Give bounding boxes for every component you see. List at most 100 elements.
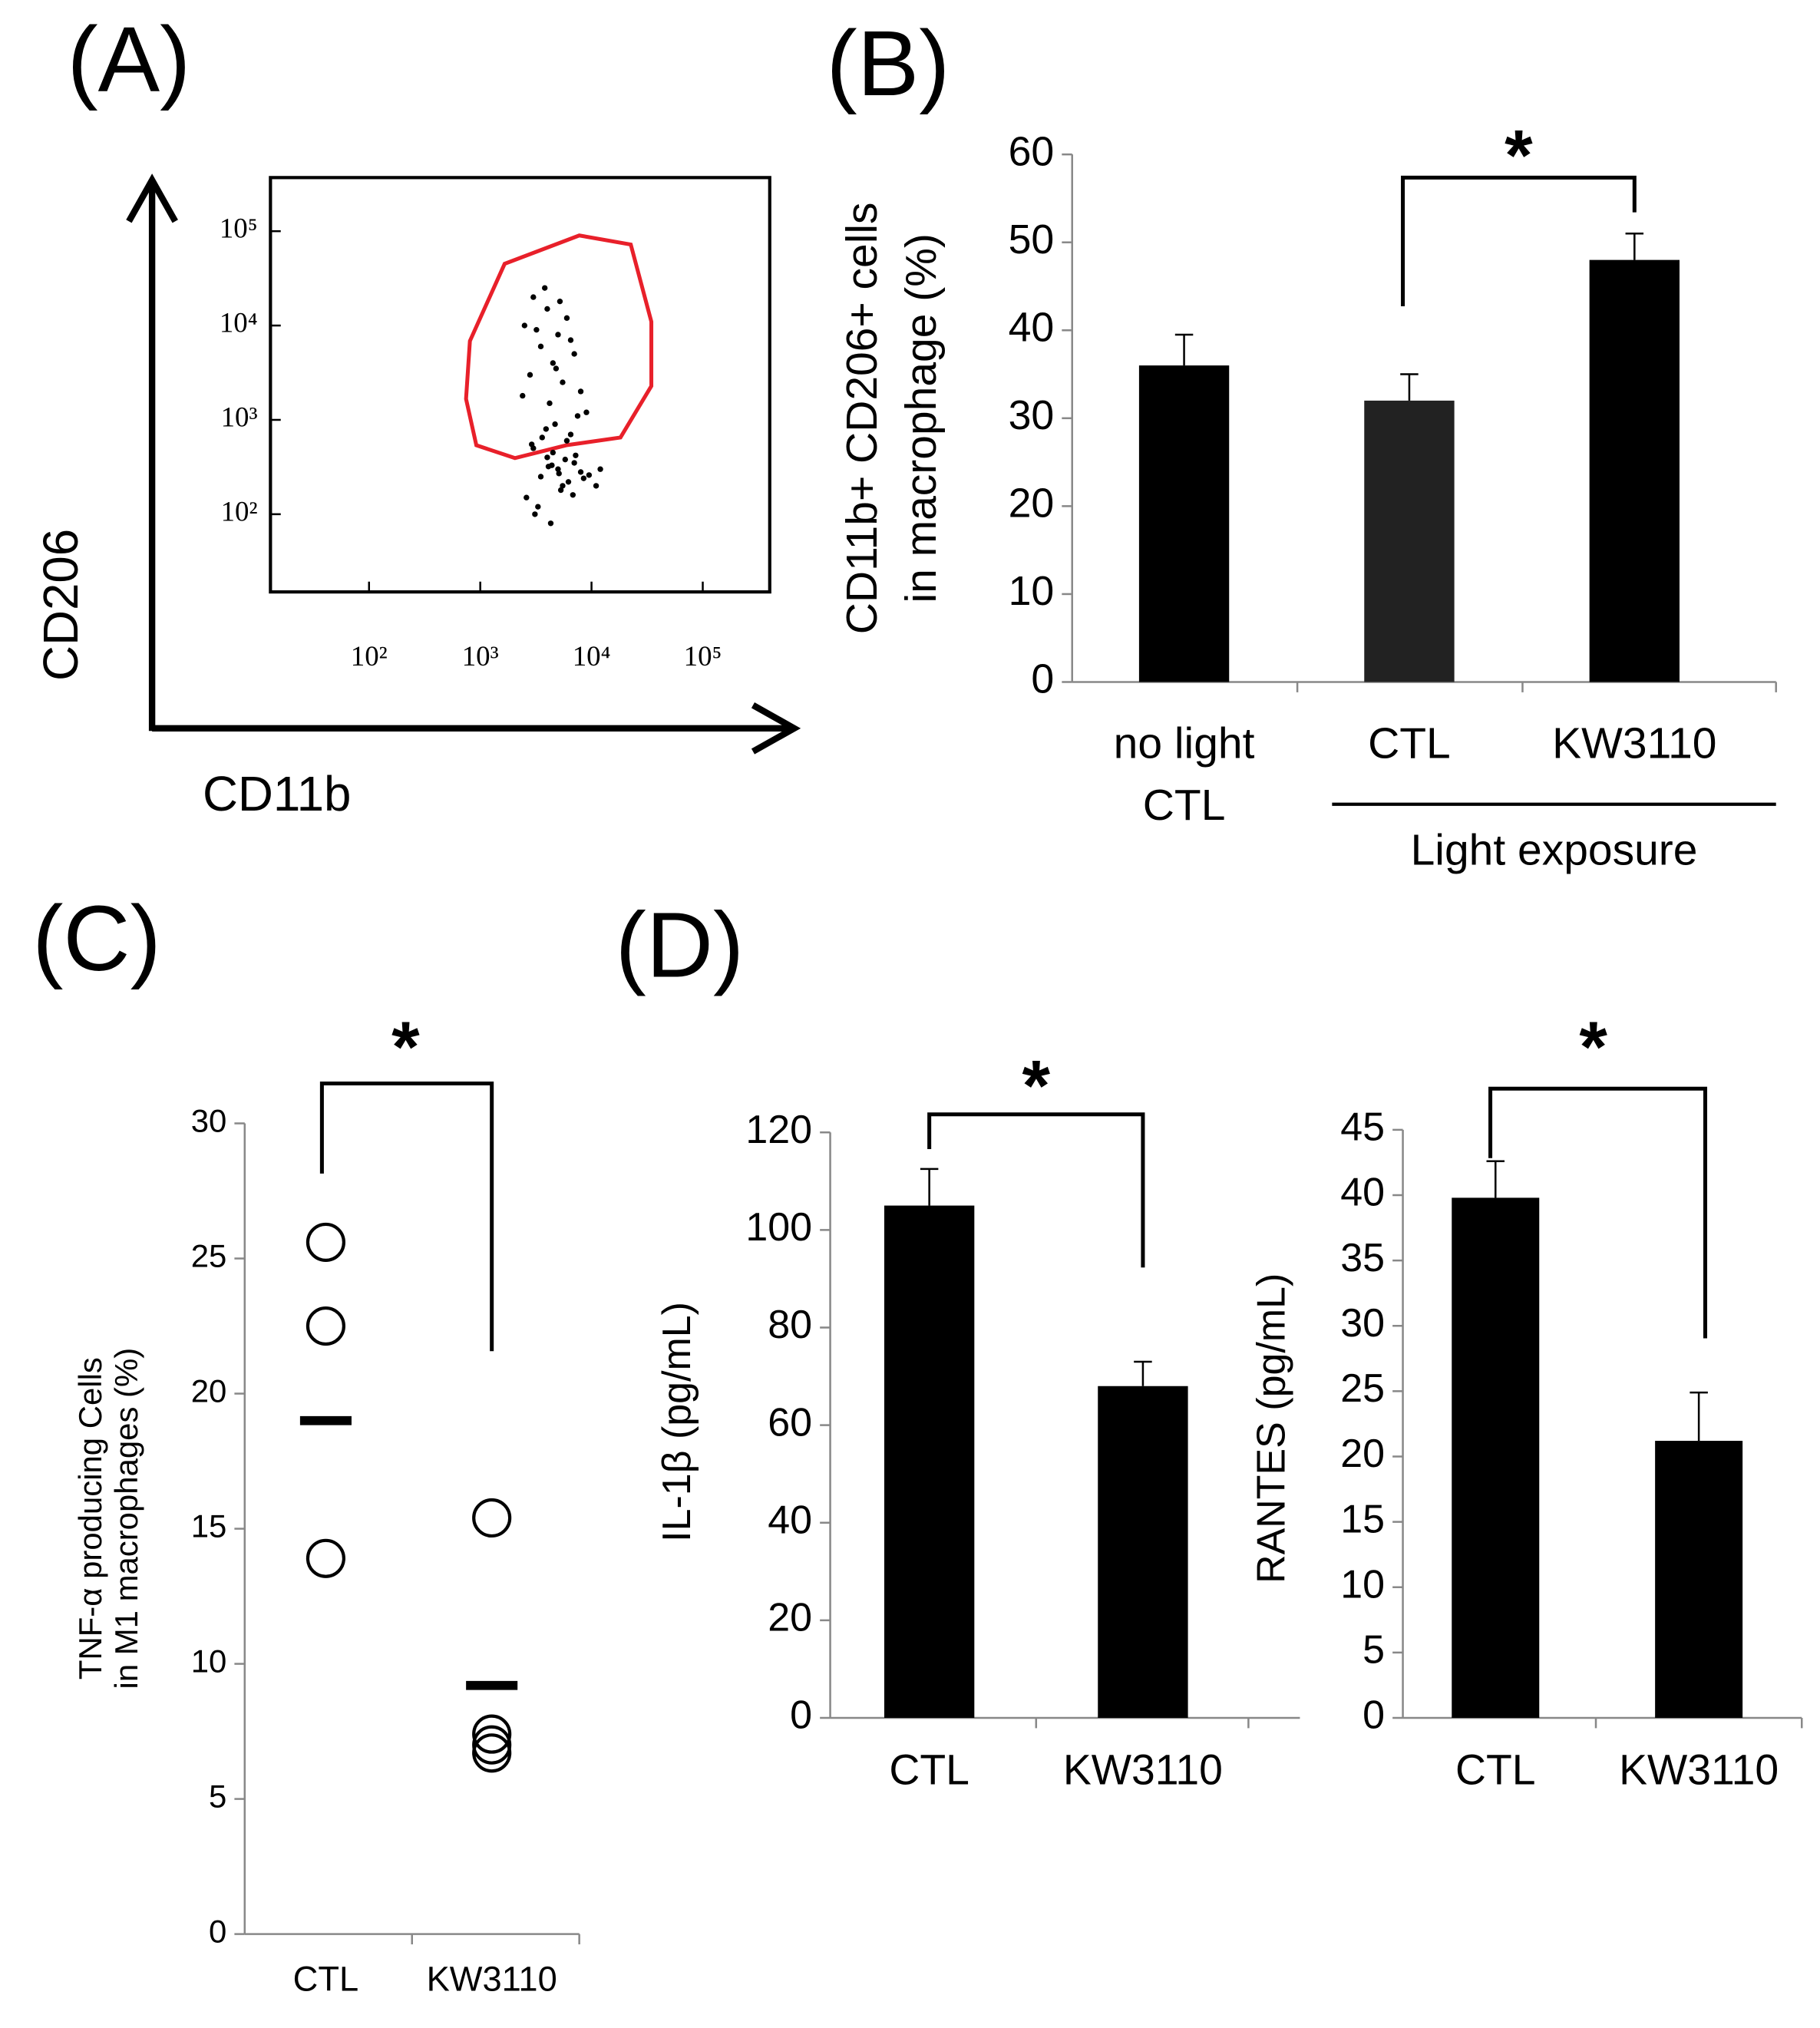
y-tick-label: 5 xyxy=(209,1779,226,1815)
event-dot xyxy=(556,471,562,477)
y-tick-label: 20 xyxy=(1009,481,1055,527)
x-tick-label: no light xyxy=(1114,718,1255,768)
y-tick-label: 80 xyxy=(768,1303,812,1347)
panel-label: (B) xyxy=(827,12,950,115)
bar xyxy=(1138,365,1230,682)
bar xyxy=(884,1205,975,1718)
x-tick-label: CTL xyxy=(1368,718,1451,768)
significance-bracket xyxy=(319,1082,494,1352)
event-dot xyxy=(549,462,555,468)
event-dot xyxy=(565,479,572,485)
y-axis-label: RANTES (pg/mL) xyxy=(1250,1273,1294,1584)
event-dot xyxy=(520,392,526,399)
y-tick-label: 40 xyxy=(768,1498,812,1542)
y-tick-label: 0 xyxy=(209,1914,226,1950)
bar xyxy=(1452,1197,1540,1718)
event-dot xyxy=(543,426,550,432)
y-tick-label: 0 xyxy=(1363,1693,1385,1738)
event-dot xyxy=(537,474,544,480)
event-dot xyxy=(535,504,541,510)
event-dot xyxy=(563,315,570,322)
event-dot xyxy=(555,332,561,338)
event-dot xyxy=(593,483,600,489)
y-tick-label: 25 xyxy=(191,1238,227,1274)
event-dot xyxy=(527,372,533,378)
y-tick-label: 10 xyxy=(1009,568,1055,614)
bar xyxy=(1364,400,1455,682)
event-dot xyxy=(524,494,530,500)
event-dot xyxy=(577,469,584,475)
significance-star: * xyxy=(391,1006,420,1087)
event-dot xyxy=(544,306,550,312)
y-tick-label: 30 xyxy=(191,1103,227,1139)
data-point xyxy=(472,1733,512,1773)
event-dot xyxy=(580,475,587,481)
significance-star: * xyxy=(1579,1006,1607,1087)
event-dot xyxy=(533,327,540,333)
event-dot xyxy=(550,449,557,456)
y-tick-label: 10⁴ xyxy=(220,307,258,339)
event-dot xyxy=(577,388,584,395)
event-dot xyxy=(573,452,579,458)
x-tick-label: 10⁵ xyxy=(684,640,722,672)
y-tick-label: 10³ xyxy=(221,401,258,432)
y-tick-label: 30 xyxy=(1009,392,1055,438)
panel-label: (A) xyxy=(67,8,190,111)
event-dot xyxy=(583,409,590,415)
event-dot xyxy=(563,438,570,444)
event-dot xyxy=(560,379,566,385)
x-tick-label: KW3110 xyxy=(427,1960,557,1999)
y-axis-label: in macrophage (%) xyxy=(897,233,946,603)
y-tick-label: 5 xyxy=(1363,1628,1385,1673)
bar xyxy=(1589,259,1680,682)
event-dot xyxy=(544,454,550,461)
event-dot xyxy=(557,299,563,305)
y-tick-label: 0 xyxy=(1031,656,1054,702)
panel-label: (C) xyxy=(32,887,161,990)
y-tick-label: 45 xyxy=(1340,1105,1385,1150)
x-tick-label: 10² xyxy=(351,640,388,672)
event-dot xyxy=(528,441,535,448)
event-dot xyxy=(560,483,566,489)
data-point xyxy=(472,1498,512,1538)
data-point xyxy=(306,1306,345,1346)
event-dot xyxy=(547,520,554,527)
y-tick-label: 10² xyxy=(221,495,258,527)
event-dot xyxy=(539,434,545,441)
y-tick-label: 40 xyxy=(1340,1171,1385,1215)
data-point xyxy=(306,1222,345,1262)
event-dot xyxy=(571,351,577,357)
y-tick-label: 35 xyxy=(1340,1236,1385,1280)
significance-bracket xyxy=(1488,1086,1708,1339)
x-tick-label: KW3110 xyxy=(1063,1746,1223,1794)
significance-star: * xyxy=(1022,1045,1051,1125)
y-axis-label: TNF-α producing Cells xyxy=(72,1357,108,1680)
event-dot xyxy=(530,294,537,300)
data-point xyxy=(306,1538,345,1578)
significance-bracket xyxy=(1401,175,1637,306)
x-tick-label: CTL xyxy=(1455,1746,1535,1794)
x-tick-label: 10⁴ xyxy=(573,640,611,672)
data-point xyxy=(472,1714,512,1754)
y-axis-label: in M1 macrophages (%) xyxy=(108,1348,144,1689)
data-point xyxy=(472,1725,512,1765)
y-tick-label: 50 xyxy=(1009,216,1055,263)
y-tick-label: 60 xyxy=(768,1400,812,1445)
flow-frame xyxy=(269,176,771,594)
event-dot xyxy=(586,472,593,478)
y-tick-label: 10 xyxy=(191,1643,227,1680)
y-tick-label: 20 xyxy=(1340,1432,1385,1476)
event-dot xyxy=(542,285,548,291)
event-dot xyxy=(562,456,568,463)
significance-bracket xyxy=(927,1112,1145,1268)
y-tick-label: 10⁵ xyxy=(220,213,258,244)
y-tick-label: 120 xyxy=(745,1108,812,1152)
y-axis-label: CD206 xyxy=(34,529,88,681)
gate xyxy=(464,233,654,461)
event-dot xyxy=(570,492,576,498)
significance-star: * xyxy=(1505,114,1533,195)
x-tick-label: KW3110 xyxy=(1619,1746,1779,1794)
event-dot xyxy=(547,400,553,407)
